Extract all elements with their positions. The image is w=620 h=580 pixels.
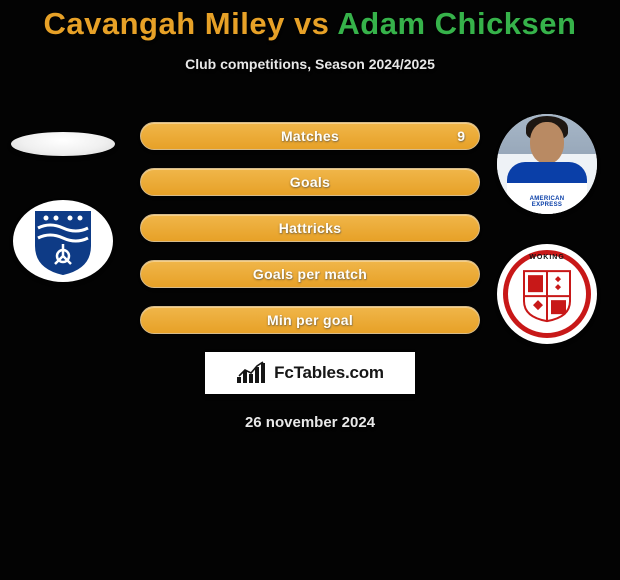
stat-label: Goals — [141, 169, 479, 195]
stat-right-value: 9 — [457, 123, 465, 149]
date-text: 26 november 2024 — [0, 414, 620, 431]
stat-label: Goals per match — [141, 261, 479, 287]
player1-club-badge — [13, 200, 113, 282]
stat-label: Hattricks — [141, 215, 479, 241]
stat-bar-goals-per-match: Goals per match — [140, 260, 480, 288]
player2-name: Adam Chicksen — [337, 6, 576, 41]
jersey-sponsor: AMERICAN EXPRESS — [522, 196, 572, 208]
southend-shield-icon — [32, 206, 94, 276]
subtitle: Club competitions, Season 2024/2025 — [0, 56, 620, 72]
page-title: Cavangah Miley vs Adam Chicksen — [0, 0, 620, 42]
stat-bar-min-per-goal: Min per goal — [140, 306, 480, 334]
player1-photo-placeholder — [11, 132, 115, 156]
stat-bar-matches: Matches 9 — [140, 122, 480, 150]
player2-club-badge: WOKING — [497, 244, 597, 344]
woking-ring-text: WOKING — [497, 254, 597, 261]
player2-photo: AMERICAN EXPRESS — [497, 114, 597, 214]
brand-box: FcTables.com — [205, 352, 415, 394]
vs-text: vs — [285, 6, 338, 41]
woking-shield-icon — [522, 269, 572, 323]
left-column — [8, 114, 118, 282]
stat-bars: Matches 9 Goals Hattricks Goals per matc… — [140, 114, 480, 334]
stat-bar-hattricks: Hattricks — [140, 214, 480, 242]
stat-label: Min per goal — [141, 307, 479, 333]
brand-bars-icon — [236, 361, 268, 385]
stat-bar-goals: Goals — [140, 168, 480, 196]
comparison-content: AMERICAN EXPRESS WOKING Matches 9 — [0, 114, 620, 431]
brand-text: FcTables.com — [274, 363, 384, 383]
player1-name: Cavangah Miley — [44, 6, 285, 41]
stat-label: Matches — [141, 123, 479, 149]
right-column: AMERICAN EXPRESS WOKING — [492, 114, 602, 344]
